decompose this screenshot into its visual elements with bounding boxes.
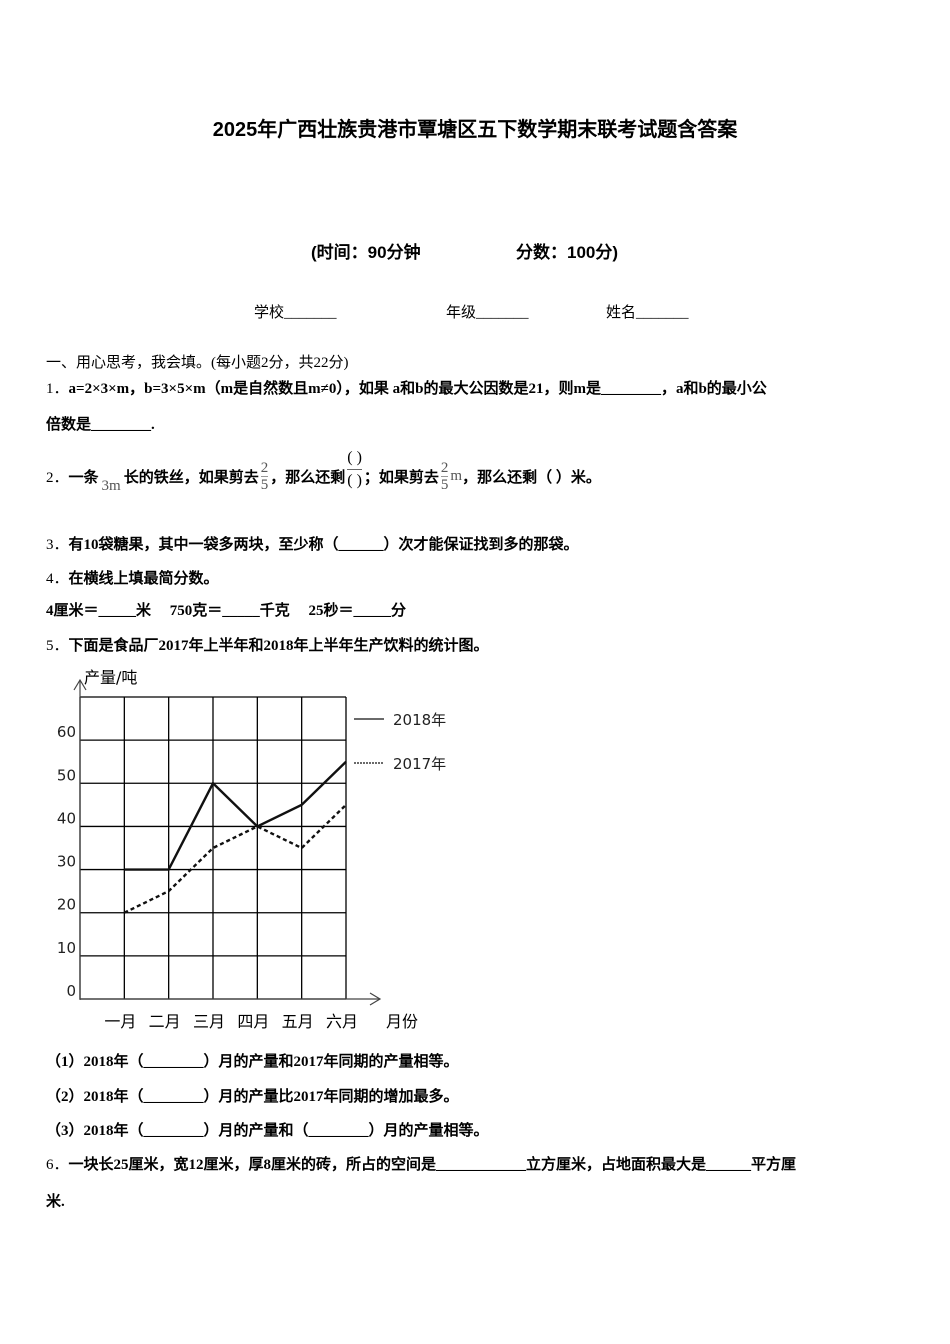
x-axis-arrow-icon — [369, 992, 382, 1006]
text: 一条 — [68, 469, 99, 486]
unit: m — [450, 467, 463, 484]
question-3: 3．有10袋糖果，其中一袋多两块，至少称（______）次才能保证找到多的那袋。 — [46, 533, 579, 554]
legend-label: 2018年 — [393, 711, 446, 729]
numerator: 2 — [260, 459, 269, 476]
x-tick-label: 一月 — [104, 1012, 136, 1031]
y-tick-label: 40 — [57, 809, 76, 827]
text: 长的铁丝，如果剪去 — [123, 469, 259, 486]
question-4: 4．在横线上填最简分数。 — [46, 567, 219, 588]
exam-time: (时间：90分钟 — [311, 243, 421, 262]
question-text: 一块长25厘米，宽12厘米，厚8厘米的砖，所占的空间是____________立… — [68, 1157, 797, 1173]
y-tick-label: 10 — [57, 939, 76, 957]
question-text: 在横线上填最简分数。 — [68, 571, 219, 587]
question-number: 2． — [46, 469, 69, 486]
question-number: 5． — [46, 638, 69, 654]
legend-label: 2017年 — [393, 755, 446, 773]
question-text: 有10袋糖果，其中一袋多两块，至少称（______）次才能保证找到多的那袋。 — [68, 537, 579, 553]
length-value: 3m — [101, 477, 121, 494]
question-4-blanks: 4厘米＝_____米 750克＝_____千克 25秒＝_____分 — [46, 603, 407, 619]
series-line-2017年 — [123, 803, 347, 914]
y-tick-label: 50 — [57, 766, 76, 784]
y-axis-label: 产量/吨 — [84, 668, 137, 687]
y-axis-arrow-icon — [73, 678, 87, 691]
name-field: 姓名_______ — [606, 305, 689, 321]
text: ，那么还剩（ ）米。 — [462, 469, 601, 486]
denominator: 5 — [260, 475, 269, 493]
y-tick-label: 60 — [57, 723, 76, 741]
text: ；如果剪去 — [363, 469, 439, 486]
page-title: 2025年广西壮族贵港市覃塘区五下数学期末联考试题含答案 — [212, 119, 738, 141]
y-tick-label: 30 — [57, 853, 76, 871]
question-6: 6．一块长25厘米，宽12厘米，厚8厘米的砖，所占的空间是___________… — [46, 1153, 796, 1174]
question-text: a=2×3×m，b=3×5×m（m是自然数且m≠0），如果 a和b的最大公因数是… — [68, 381, 767, 397]
x-tick-label: 五月 — [282, 1012, 314, 1031]
grade-field: 年级_______ — [446, 305, 529, 321]
denominator: 5 — [440, 475, 449, 493]
school-field: 学校_______ — [254, 305, 337, 321]
question-text: 下面是食品厂2017年上半年和2018年上半年生产饮料的统计图。 — [68, 638, 489, 654]
question-number: 1． — [46, 381, 69, 397]
x-tick-label: 四月 — [237, 1012, 269, 1031]
x-tick-label: 二月 — [149, 1012, 181, 1031]
question-6-cont: 米. — [46, 1194, 65, 1210]
question-5: 5．下面是食品厂2017年上半年和2018年上半年生产饮料的统计图。 — [46, 634, 489, 655]
denominator-blank: ( ) — [347, 468, 362, 492]
numerator: 2 — [440, 459, 449, 476]
question-5-part-1: （1）2018年（________）月的产量和2017年同期的产量相等。 — [46, 1054, 459, 1070]
x-axis-label: 月份 — [386, 1012, 418, 1031]
question-1-cont: 倍数是________. — [46, 417, 155, 433]
blank-fraction: ( ) ( ) — [347, 447, 362, 492]
x-tick-label: 三月 — [193, 1012, 225, 1031]
text: ，那么还剩 — [270, 469, 346, 486]
question-1: 1．a=2×3×m，b=3×5×m（m是自然数且m≠0），如果 a和b的最大公因… — [46, 377, 767, 398]
question-number: 3． — [46, 537, 69, 553]
question-number: 4． — [46, 571, 69, 587]
y-tick-label: 0 — [66, 982, 76, 1000]
y-tick-label: 20 — [57, 896, 76, 914]
question-5-part-2: （2）2018年（________）月的产量比2017年同期的增加最多。 — [46, 1089, 459, 1105]
question-5-part-3: （3）2018年（________）月的产量和（________）月的产量相等。 — [46, 1123, 489, 1139]
section-heading: 一、用心思考，我会填。(每小题2分，共22分) — [46, 355, 349, 371]
x-tick-label: 六月 — [326, 1012, 358, 1031]
numerator-blank: ( ) — [347, 448, 362, 466]
exam-score: 分数：100分) — [516, 243, 619, 262]
series-line-2018年 — [124, 760, 347, 871]
question-number: 6． — [46, 1157, 69, 1173]
